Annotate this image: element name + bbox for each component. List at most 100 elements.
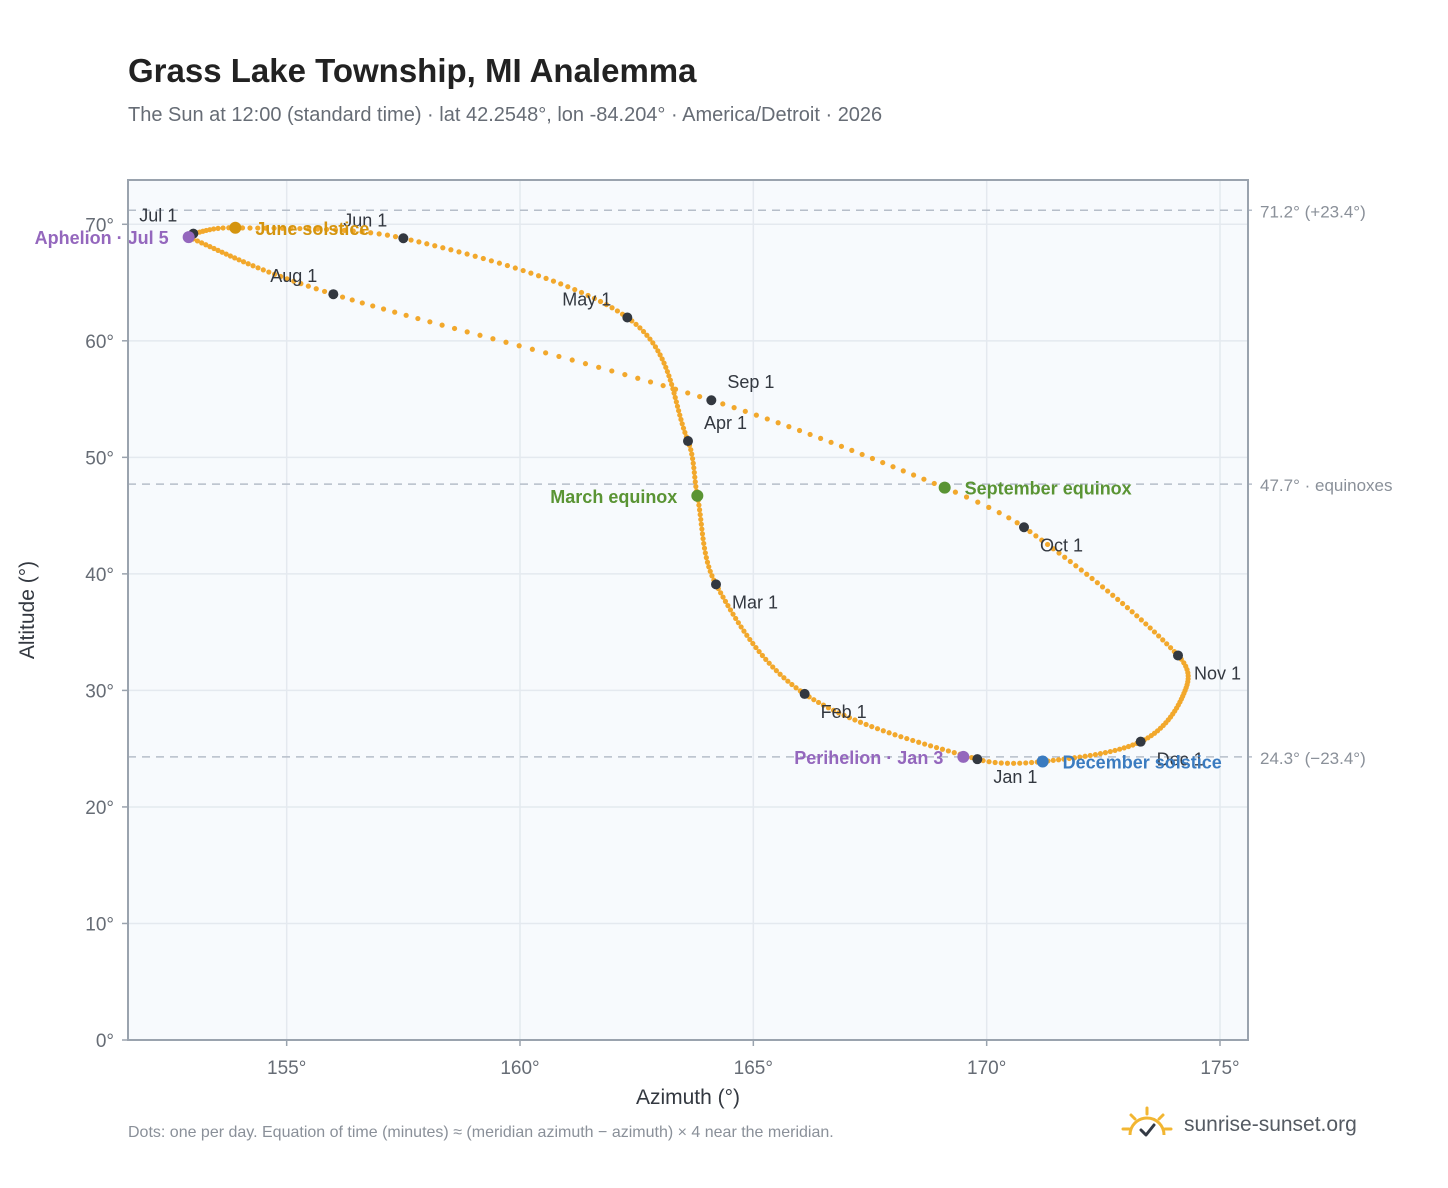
daily-dot — [696, 507, 703, 513]
daily-dot — [1006, 515, 1012, 521]
brand[interactable]: sunrise-sunset.org — [1120, 1100, 1357, 1150]
daily-dot — [674, 403, 681, 409]
daily-dot — [480, 255, 486, 262]
daily-dot — [733, 615, 739, 622]
daily-dot — [1130, 742, 1136, 748]
daily-dot — [793, 685, 799, 691]
daily-dot — [451, 325, 458, 332]
event-label: March equinox — [550, 487, 677, 507]
daily-dot — [706, 564, 712, 570]
daily-dot — [700, 536, 706, 542]
daily-dot — [415, 315, 421, 322]
daily-dot — [682, 429, 688, 436]
event-marker — [229, 221, 242, 234]
daily-dot — [781, 675, 787, 681]
daily-dot — [996, 510, 1002, 516]
daily-dot — [359, 300, 365, 306]
daily-dot — [219, 249, 225, 255]
daily-dot — [655, 348, 661, 354]
daily-dot — [685, 390, 691, 396]
daily-dot — [1055, 757, 1062, 763]
daily-dot — [738, 624, 744, 630]
daily-dot — [1087, 752, 1093, 759]
daily-dot — [488, 258, 494, 264]
daily-dot — [582, 361, 589, 367]
daily-dot — [663, 364, 669, 370]
daily-dot — [652, 344, 659, 350]
daily-dot — [232, 255, 238, 261]
daily-dot — [647, 336, 653, 342]
daily-dot — [673, 399, 679, 405]
daily-dot — [635, 375, 641, 381]
daily-dot — [707, 568, 713, 574]
daily-dot — [922, 741, 928, 747]
daily-dot — [305, 283, 311, 289]
daily-dot — [880, 728, 886, 734]
daily-dot — [1134, 613, 1140, 619]
event-label: Perihelion · Jan 3 — [794, 748, 943, 768]
daily-dot — [1067, 558, 1073, 565]
daily-dot — [1071, 755, 1078, 761]
daily-dot — [439, 322, 445, 328]
daily-dot — [278, 273, 284, 280]
daily-dot — [916, 739, 922, 745]
month-marker-label: Oct 1 — [1040, 535, 1083, 555]
daily-dot — [1112, 747, 1118, 754]
daily-dot — [667, 377, 673, 383]
brand-name: sunrise-sunset.org — [1184, 1113, 1357, 1136]
daily-dot — [699, 531, 706, 537]
daily-dot — [271, 271, 278, 277]
daily-dot — [1107, 748, 1113, 755]
daily-dot — [556, 353, 562, 360]
month-marker-label: May 1 — [562, 290, 611, 310]
daily-dot — [992, 759, 998, 766]
daily-dot — [240, 259, 247, 265]
daily-dot — [640, 328, 647, 335]
daily-dot — [1151, 629, 1158, 635]
y-tick-label: 10° — [85, 914, 114, 935]
daily-dot — [211, 245, 217, 252]
daily-dot — [945, 748, 951, 754]
daily-dot — [288, 225, 294, 231]
event-label: Aphelion · Jul 5 — [35, 228, 169, 248]
daily-dot — [825, 705, 832, 711]
daily-dot — [702, 550, 708, 556]
daily-dot — [820, 702, 827, 708]
daily-dot — [603, 301, 610, 308]
daily-dot — [963, 494, 970, 500]
daily-dot — [1077, 754, 1083, 760]
daily-dot — [1092, 751, 1098, 758]
plot-frame — [127, 179, 1249, 1041]
daily-dot — [266, 269, 272, 275]
daily-dot — [448, 247, 454, 253]
daily-dot — [1167, 645, 1174, 651]
daily-dot — [464, 251, 470, 257]
daily-dot — [849, 447, 855, 453]
x-tick-label: 160° — [500, 1058, 539, 1079]
daily-dot — [741, 628, 747, 634]
daily-dot — [689, 456, 696, 462]
event-marker — [957, 750, 970, 763]
daily-dot — [1011, 760, 1017, 766]
daily-dot — [786, 424, 792, 430]
daily-dot — [271, 225, 277, 231]
event-marker — [182, 231, 195, 244]
y-tick-label: 70° — [85, 215, 114, 236]
daily-dot — [869, 723, 875, 730]
daily-dot — [263, 225, 269, 231]
daily-dot — [727, 607, 734, 613]
daily-dot — [857, 719, 864, 725]
reference-line-label: 47.7° · equinoxes — [1260, 476, 1393, 495]
month-marker — [1135, 736, 1146, 747]
daily-dot — [223, 251, 229, 257]
daily-dot — [359, 229, 365, 235]
daily-dot — [512, 265, 518, 271]
daily-dot — [669, 381, 675, 388]
daily-dot — [558, 281, 564, 287]
daily-dot — [609, 305, 615, 311]
daily-dot — [731, 405, 737, 411]
month-marker — [1019, 522, 1029, 533]
daily-dot — [1023, 760, 1029, 766]
daily-dot — [770, 664, 776, 670]
month-marker — [972, 754, 983, 765]
